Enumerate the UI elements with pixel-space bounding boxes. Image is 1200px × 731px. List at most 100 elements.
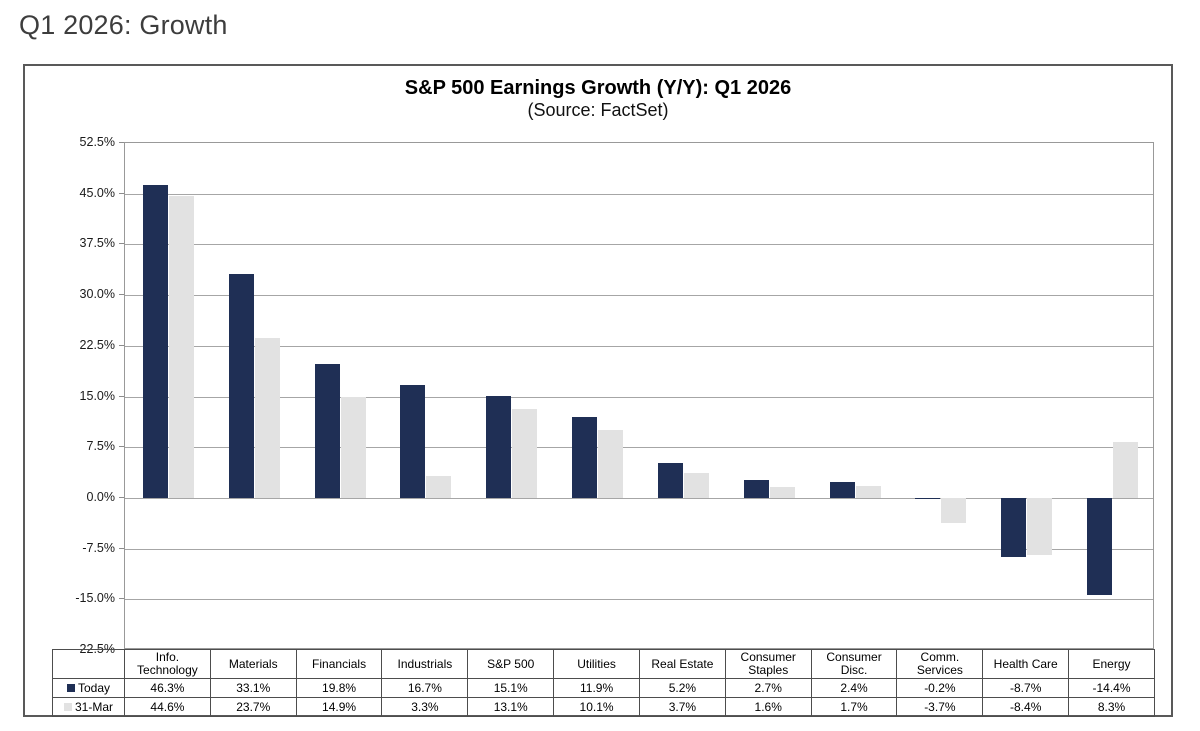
- y-tick-label: -7.5%: [82, 540, 115, 555]
- gridline: [125, 396, 1153, 398]
- chart-container: S&P 500 Earnings Growth (Y/Y): Q1 2026 (…: [23, 64, 1173, 717]
- bar-31-mar-comm-services: [941, 497, 967, 523]
- bar-today-industrials: [400, 385, 426, 498]
- axis-tick: [119, 344, 124, 346]
- bar-today-energy: [1087, 497, 1113, 596]
- bar-31-mar-consumer-disc: [855, 486, 881, 498]
- bar-31-mar-financials: [340, 397, 366, 498]
- y-tick-label: 22.5%: [79, 337, 115, 352]
- table-header-cell-s-p-500: S&P 500: [467, 649, 555, 679]
- table-header-cell-comm-services: Comm. Services: [896, 649, 984, 679]
- table-header-cell-health-care: Health Care: [982, 649, 1070, 679]
- bar-31-mar-health-care: [1027, 497, 1053, 555]
- axis-tick: [119, 142, 124, 143]
- table-value-today-s-p-500: 15.1%: [467, 678, 555, 698]
- legend-label-today: Today: [77, 680, 111, 695]
- gridline: [125, 345, 1153, 347]
- bar-today-materials: [228, 274, 254, 498]
- table-value-31-mar-info-technology: 44.6%: [124, 697, 211, 717]
- bar-today-health-care: [1001, 497, 1027, 557]
- bar-31-mar-industrials: [426, 475, 452, 498]
- table-header-cell-real-estate: Real Estate: [638, 649, 726, 679]
- axis-tick: [119, 496, 124, 498]
- table-value-today-energy: -14.4%: [1068, 678, 1155, 698]
- y-tick-label: 15.0%: [79, 388, 115, 403]
- table-row-31-mar: 31-Mar 44.6% 23.7% 14.9% 3.3% 13.1% 10.1% 3.7% 1…: [52, 697, 1155, 717]
- bar-31-mar-info-technology: [168, 196, 194, 498]
- bar-today-s-p-500: [486, 395, 512, 498]
- table-header-row: Info. Technology Materials Financials Indus…: [52, 649, 1155, 679]
- gridline: [125, 295, 1153, 297]
- legend-cell-31-mar: 31-Mar: [52, 697, 125, 717]
- bar-today-info-technology: [142, 184, 168, 498]
- axis-tick: [119, 294, 124, 296]
- bar-today-financials: [314, 364, 340, 498]
- table-corner-blank: [52, 649, 125, 679]
- table-value-today-consumer-staples: 2.7%: [724, 678, 812, 698]
- table-value-31-mar-s-p-500: 13.1%: [467, 697, 555, 717]
- bar-31-mar-consumer-staples: [769, 487, 795, 498]
- bar-31-mar-materials: [254, 337, 280, 498]
- y-tick-label: 7.5%: [86, 439, 116, 454]
- bar-today-consumer-staples: [743, 479, 769, 498]
- table-header-cell-utilities: Utilities: [553, 649, 640, 679]
- table-value-today-financials: 19.8%: [295, 678, 383, 698]
- bar-31-mar-s-p-500: [512, 409, 538, 498]
- table-value-today-utilities: 11.9%: [553, 678, 640, 698]
- table-value-31-mar-consumer-disc: 1.7%: [810, 697, 898, 717]
- legend-swatch-today: [66, 683, 75, 692]
- table-value-today-comm-services: -0.2%: [896, 678, 984, 698]
- table-header-cell-energy: Energy: [1068, 649, 1155, 679]
- table-header-cell-financials: Financials: [295, 649, 383, 679]
- y-tick-label: 37.5%: [79, 236, 115, 251]
- table-header-cell-consumer-disc: Consumer Disc.: [810, 649, 898, 679]
- table-value-today-real-estate: 5.2%: [638, 678, 726, 698]
- table-value-31-mar-materials: 23.7%: [209, 697, 297, 717]
- table-value-31-mar-health-care: -8.4%: [982, 697, 1070, 717]
- bar-today-utilities: [572, 417, 598, 498]
- table-value-today-health-care: -8.7%: [982, 678, 1070, 698]
- table-header-cell-industrials: Industrials: [381, 649, 469, 679]
- table-value-31-mar-real-estate: 3.7%: [638, 697, 726, 717]
- table-header-cell-info-technology: Info. Technology: [124, 649, 211, 679]
- bar-31-mar-energy: [1113, 441, 1139, 498]
- y-tick-label: 30.0%: [79, 287, 115, 302]
- legend-swatch-31-mar: [63, 702, 72, 711]
- table-value-31-mar-industrials: 3.3%: [381, 697, 469, 717]
- legend-cell-today: Today: [52, 678, 125, 698]
- gridline: [125, 599, 1153, 601]
- bar-today-comm-services: [915, 497, 941, 500]
- bar-31-mar-utilities: [598, 429, 624, 498]
- axis-tick: [119, 192, 124, 194]
- y-tick-label: -15.0%: [75, 591, 115, 606]
- table-value-31-mar-consumer-staples: 1.6%: [724, 697, 812, 717]
- bar-today-real-estate: [657, 462, 683, 498]
- gridline: [125, 548, 1153, 550]
- table-header-cell-consumer-staples: Consumer Staples: [724, 649, 812, 679]
- legend-label-31-mar: 31-Mar: [74, 699, 113, 714]
- chart-title: S&P 500 Earnings Growth (Y/Y): Q1 2026: [404, 77, 792, 99]
- y-tick-label: 0.0%: [86, 489, 116, 504]
- table-header-cell-materials: Materials: [209, 649, 297, 679]
- table-value-today-industrials: 16.7%: [381, 678, 469, 698]
- table-value-today-materials: 33.1%: [209, 678, 297, 698]
- axis-tick: [119, 395, 124, 397]
- axis-tick: [119, 243, 124, 245]
- gridline: [125, 497, 1153, 499]
- bar-31-mar-real-estate: [683, 472, 709, 498]
- axis-tick: [119, 598, 124, 600]
- y-tick-label: 45.0%: [79, 185, 115, 200]
- table-row-today: Today 46.3% 33.1% 19.8% 16.7% 15.1% 11.9% 5.2% 2…: [52, 678, 1155, 698]
- chart-subtitle: (Source: FactSet): [527, 100, 669, 120]
- axis-tick: [119, 446, 124, 448]
- data-table: Info. Technology Materials Financials Indus…: [52, 649, 1155, 717]
- gridline: [125, 193, 1153, 195]
- table-value-31-mar-energy: 8.3%: [1068, 697, 1155, 717]
- y-tick-label: 52.5%: [79, 135, 115, 149]
- bar-today-consumer-disc: [829, 481, 855, 498]
- table-value-31-mar-utilities: 10.1%: [553, 697, 640, 717]
- gridline: [125, 244, 1153, 246]
- axis-tick: [119, 547, 124, 549]
- gridline: [125, 447, 1153, 449]
- table-value-31-mar-financials: 14.9%: [295, 697, 383, 717]
